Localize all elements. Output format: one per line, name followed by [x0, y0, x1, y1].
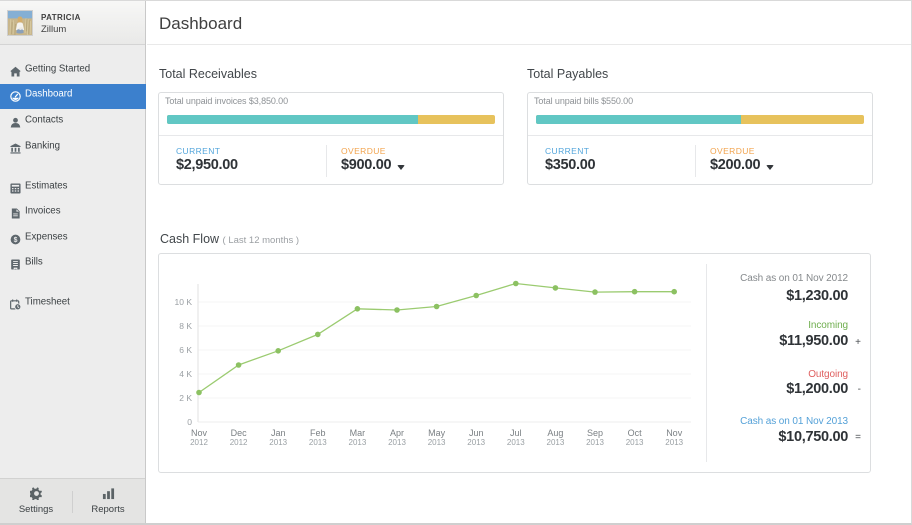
svg-text:Mar: Mar: [350, 428, 366, 438]
svg-text:Jul: Jul: [510, 428, 522, 438]
svg-text:2013: 2013: [547, 438, 565, 447]
svg-text:Dec: Dec: [231, 428, 248, 438]
svg-text:2013: 2013: [626, 438, 644, 447]
svg-text:2013: 2013: [507, 438, 525, 447]
svg-text:May: May: [428, 428, 446, 438]
svg-text:Nov: Nov: [191, 428, 208, 438]
svg-text:Oct: Oct: [628, 428, 643, 438]
svg-text:8 K: 8 K: [179, 321, 192, 331]
svg-text:2013: 2013: [467, 438, 485, 447]
svg-text:2012: 2012: [230, 438, 248, 447]
svg-text:2013: 2013: [349, 438, 367, 447]
svg-text:10 K: 10 K: [175, 297, 193, 307]
svg-text:4 K: 4 K: [179, 369, 192, 379]
svg-text:2013: 2013: [269, 438, 287, 447]
svg-text:2013: 2013: [665, 438, 683, 447]
svg-text:Nov: Nov: [666, 428, 683, 438]
svg-text:Jun: Jun: [469, 428, 484, 438]
svg-text:2013: 2013: [428, 438, 446, 447]
svg-text:Aug: Aug: [547, 428, 563, 438]
svg-text:Feb: Feb: [310, 428, 326, 438]
svg-text:Sep: Sep: [587, 428, 603, 438]
svg-text:2013: 2013: [388, 438, 406, 447]
svg-text:2013: 2013: [586, 438, 604, 447]
svg-text:2013: 2013: [309, 438, 327, 447]
svg-text:Apr: Apr: [390, 428, 404, 438]
svg-text:Jan: Jan: [271, 428, 286, 438]
svg-text:$: $: [14, 237, 18, 244]
svg-text:2012: 2012: [190, 438, 208, 447]
svg-text:6 K: 6 K: [179, 345, 192, 355]
svg-text:2 K: 2 K: [179, 393, 192, 403]
svg-text:0: 0: [187, 417, 192, 427]
